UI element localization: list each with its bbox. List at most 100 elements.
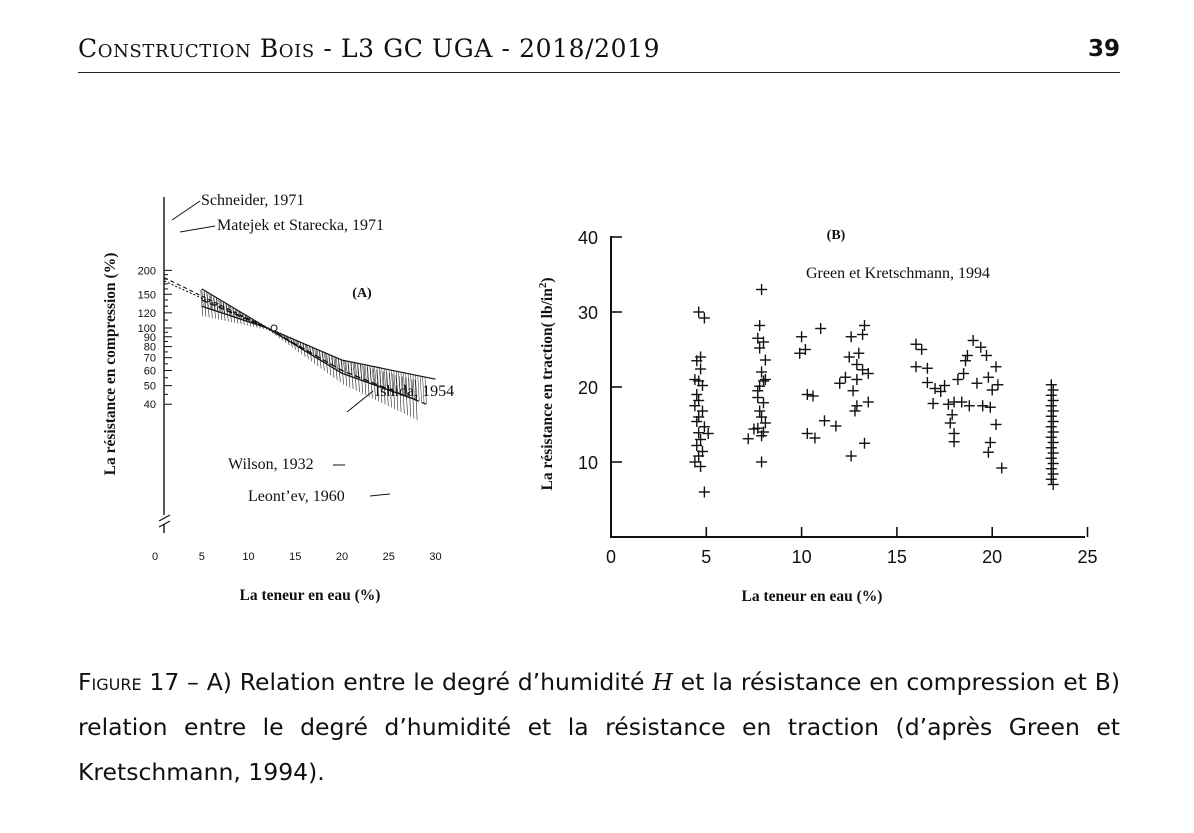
chart-b-y-label-main: La résistance en traction( lb/in	[539, 288, 556, 491]
chart-a-hatch-stroke	[364, 364, 367, 382]
chart-b: 10 20 30 40 0 5 10 15 20 25 (B) Green et Kretsch…	[537, 228, 1098, 605]
chart-b-point	[916, 344, 928, 355]
chart-b-point	[807, 390, 819, 402]
chart-a-hatch-stroke	[312, 346, 316, 364]
chart-a-series-line	[201, 299, 427, 405]
chart-b-point	[1047, 437, 1059, 448]
annotation-matejek: Matejek et Starecka, 1971	[217, 217, 384, 234]
chart-b-point	[759, 417, 771, 429]
chart-a-y-tick-label: 80	[144, 342, 156, 354]
chart-a-hatch-stroke	[213, 296, 216, 311]
chart-b-point	[990, 419, 1002, 430]
chart-b-point	[799, 344, 811, 355]
chart-b-point	[984, 437, 996, 448]
chart-a-hatch-stroke	[370, 367, 373, 399]
chart-b-point	[693, 427, 705, 439]
chart-a-hatch-stroke	[245, 314, 248, 326]
chart-a-hatch-stroke	[304, 344, 307, 351]
chart-a-hatch-stroke	[232, 307, 236, 323]
chart-b-point	[961, 350, 973, 361]
chart-b-point	[845, 450, 857, 462]
chart-a-y-tick-label: 100	[138, 323, 156, 335]
chart-b-point	[695, 351, 707, 363]
chart-b-x-tick-label: 5	[701, 547, 711, 567]
chart-b-point	[689, 456, 701, 468]
chart-b-point	[971, 377, 983, 389]
chart-a-x-tick-label: 0	[152, 551, 158, 563]
chart-b-point	[756, 456, 768, 468]
chart-b-point	[982, 371, 994, 383]
chart-b-point	[862, 396, 874, 408]
chart-b-point	[689, 400, 701, 412]
chart-a-series-lines	[164, 277, 436, 405]
chart-b-point	[1047, 447, 1059, 459]
chart-b-y-label: La résistance en traction( lb/in2)	[537, 277, 556, 490]
chart-b-point	[754, 320, 766, 331]
chart-a-hatch-stroke	[219, 300, 223, 321]
chart-a-x-tick-label: 10	[242, 551, 254, 563]
chart-a-hatch-stroke	[335, 357, 338, 370]
chart-b-point	[756, 366, 768, 378]
annotation-schneider-leader	[171, 200, 201, 221]
chart-b-point	[757, 336, 769, 348]
chart-a-hatch-stroke	[223, 301, 226, 314]
chart-b-y-tick-label: 40	[578, 228, 598, 248]
chart-b-point	[818, 415, 830, 427]
chart-b-point	[698, 421, 710, 433]
chart-a-hatch-stroke	[315, 348, 319, 367]
chart-b-point	[695, 363, 707, 375]
chart-b-point	[1045, 442, 1057, 454]
chart-a-y-tick-label: 200	[138, 265, 156, 277]
chart-a-hatch-stroke	[403, 372, 406, 396]
chart-b-point	[927, 398, 939, 409]
chart-a-hatch-stroke	[386, 369, 389, 390]
chart-b-point	[752, 332, 764, 344]
chart-b-point	[956, 396, 968, 408]
chart-a-hatch-stroke	[230, 306, 233, 316]
chart-b-point	[1045, 452, 1057, 464]
chart-a-hatch-stroke	[309, 345, 312, 362]
chart-a-series-line	[164, 280, 268, 329]
chart-a-hatch-stroke	[383, 368, 386, 389]
chart-b-point	[754, 405, 766, 417]
chart-b-point	[691, 416, 703, 427]
chart-b-point	[853, 347, 865, 359]
chart-b-point	[935, 386, 947, 397]
chart-b-point	[757, 397, 769, 409]
chart-b-point	[1045, 473, 1057, 485]
chart-b-point	[939, 380, 951, 391]
annotation-matejek-leader	[179, 225, 216, 233]
chart-b-point	[693, 450, 705, 462]
chart-a-hatch-stroke	[331, 355, 335, 378]
chart-b-point	[756, 411, 768, 423]
chart-b-point	[796, 331, 808, 343]
chart-b-point	[1045, 410, 1057, 422]
chart-a-hatch-stroke	[366, 366, 370, 397]
chart-a-hatch-stroke	[322, 351, 325, 371]
chart-a-y-tick-label: 120	[138, 308, 156, 320]
chart-b-point	[857, 329, 869, 340]
chart-a-hatch-stroke	[341, 359, 344, 385]
chart-b-point	[858, 320, 870, 331]
chart-a-hatch-stroke	[393, 370, 396, 392]
caption-text-2: et la résistance en compression et B) re…	[78, 668, 1120, 786]
chart-b-point	[752, 385, 764, 397]
chart-a-hatch-stroke	[235, 309, 239, 324]
chart-a-hatch-stroke	[211, 294, 214, 310]
chart-a-hatch-stroke	[343, 360, 346, 374]
chart-b-point	[944, 417, 956, 429]
chart-a-hatch-stroke	[395, 371, 398, 393]
chart-a-hatch-stroke	[362, 364, 365, 381]
chart-b-point	[990, 361, 1002, 373]
chart-b-point	[1047, 416, 1059, 427]
chart-a-x-ticks: 0 5 10 15 20 25 30	[152, 551, 442, 563]
chart-b-point	[958, 368, 970, 379]
caption-variable-h: H	[652, 668, 673, 696]
chart-a-hatch-stroke	[216, 298, 220, 320]
page-header: Construction Bois - L3 GC UGA - 2018/201…	[78, 34, 1120, 73]
chart-a-hatch-stroke	[422, 376, 425, 403]
chart-b-x-label: La teneur en eau (%)	[742, 588, 883, 605]
figure-caption: Figure 17 – A) Relation entre le degré d…	[78, 660, 1120, 795]
annotation-wilson: Wilson, 1932	[228, 456, 314, 473]
chart-b-point	[992, 379, 1004, 391]
